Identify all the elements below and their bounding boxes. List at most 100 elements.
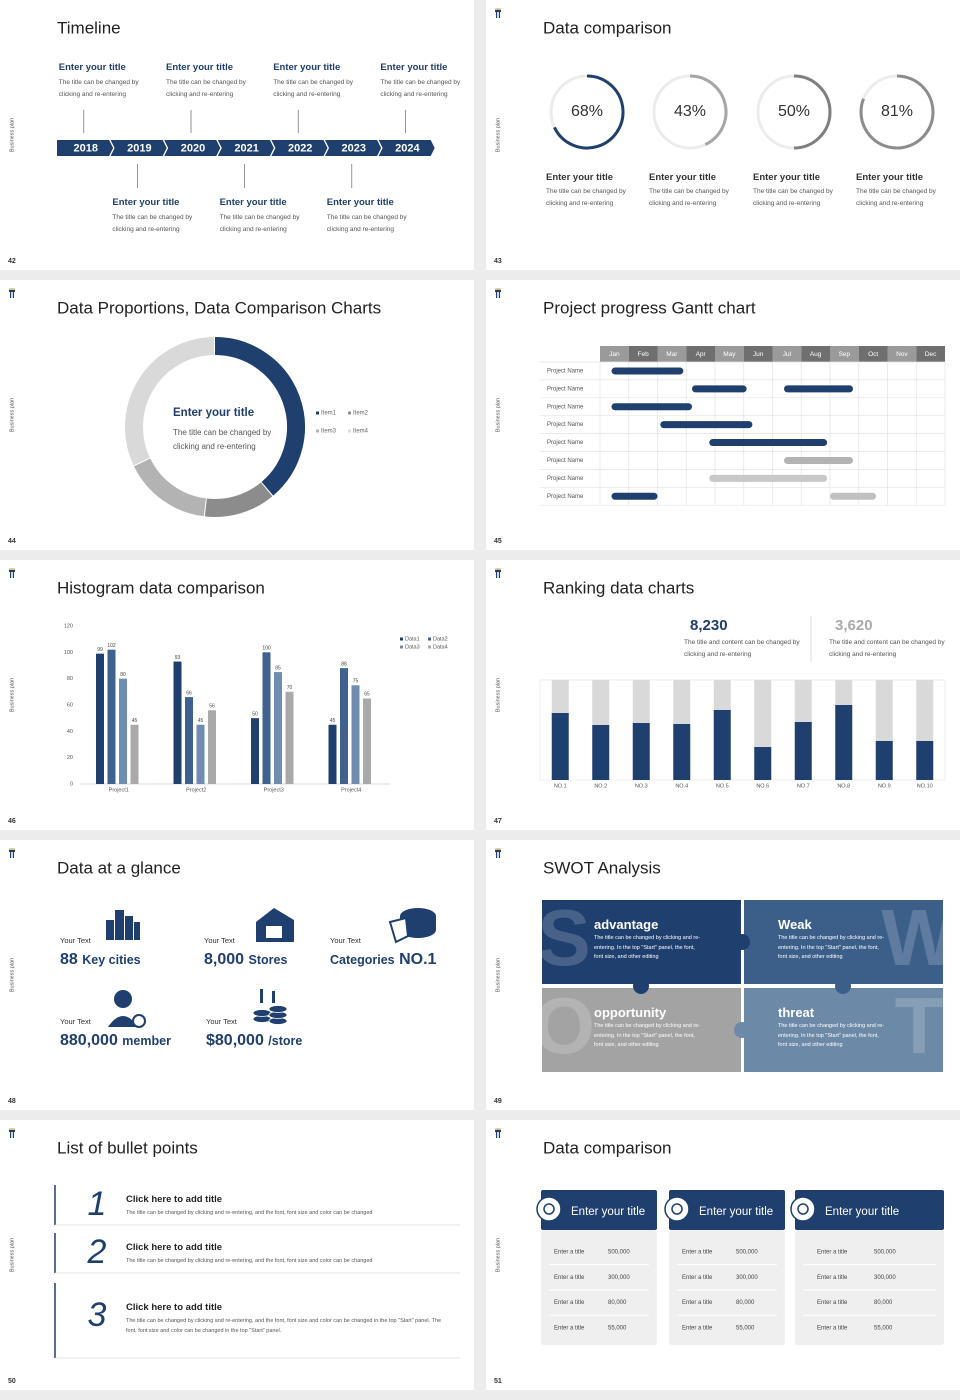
- icon-part: [115, 910, 124, 940]
- logo: [9, 848, 15, 850]
- card-header: [669, 1190, 785, 1230]
- slide-title: SWOT Analysis: [543, 858, 661, 877]
- timeline-segment: [57, 140, 114, 156]
- slide-title: Ranking data charts: [543, 578, 694, 597]
- icon: [388, 908, 436, 944]
- ring-arc: [689, 74, 728, 146]
- icon-part: [108, 1016, 138, 1027]
- event-text: The title can be changed by clicking and…: [273, 79, 354, 98]
- month-label: Jul: [783, 351, 792, 358]
- x-tick-label: NO.3: [635, 783, 648, 789]
- year-label: 2019: [127, 142, 151, 154]
- icon: [108, 990, 146, 1028]
- legend-swatch: [428, 645, 431, 649]
- quadrant-title: threat: [778, 1005, 815, 1020]
- x-tick-label: Project1: [109, 787, 129, 793]
- value-label: 85: [275, 665, 281, 671]
- bar-segment: [875, 741, 893, 780]
- y-tick-label: 0: [70, 781, 73, 787]
- stat-value: 3,620: [835, 617, 873, 634]
- x-tick-label: NO.5: [716, 783, 729, 789]
- year-label: 2022: [288, 142, 312, 154]
- logo: [496, 572, 498, 578]
- stat-text: The title and content can be changed by …: [829, 639, 945, 658]
- bar-segment: [916, 680, 934, 741]
- side-label: Business plan: [9, 678, 15, 712]
- bar: [196, 724, 205, 784]
- item-value: 8,000: [204, 951, 245, 968]
- logo: [12, 572, 14, 578]
- value-label: 75: [353, 679, 359, 685]
- year-label: 2018: [74, 142, 98, 154]
- logo: [10, 852, 12, 858]
- ring-arc: [859, 74, 935, 150]
- legend-label: Item4: [353, 429, 369, 435]
- logo: [496, 292, 498, 298]
- logo: [9, 1128, 15, 1130]
- value-label: 100: [262, 646, 271, 652]
- center-title: Enter your title: [173, 407, 255, 419]
- slide-canvas: Business plan 50 List of bullet points 1 2 3: [8, 1128, 460, 1385]
- row-value: 55,000: [736, 1325, 755, 1331]
- month-header: [916, 346, 945, 362]
- slide-canvas: Business plan 45 Project progress Gantt ch…: [494, 288, 946, 545]
- event-text: The title can be changed by clicking and…: [219, 214, 300, 233]
- quadrant: [542, 900, 741, 984]
- gantt-bar: [830, 492, 876, 500]
- legend-swatch: [316, 411, 319, 415]
- y-tick-label: 80: [67, 676, 73, 682]
- bar: [130, 724, 139, 784]
- logo: [495, 850, 501, 852]
- logo: [10, 1132, 12, 1138]
- page-number: 46: [8, 818, 16, 825]
- logo: [495, 8, 501, 10]
- slide: Business plan 50 List of bullet points 1 2 3 C…: [0, 1120, 474, 1390]
- logo: [495, 10, 501, 12]
- item-value: NO.1: [399, 951, 437, 968]
- logo: [496, 1132, 498, 1138]
- bar-segment: [794, 680, 812, 722]
- ring-label: 81%: [881, 103, 913, 120]
- bar-segment: [713, 710, 731, 780]
- slide: Business plan 51 Data comparison Enter your…: [486, 1120, 960, 1390]
- event-text: The title can be changed by clicking and…: [166, 79, 246, 98]
- timeline-segment: [217, 140, 274, 156]
- event-title: Enter your title: [58, 62, 126, 73]
- bar-segment: [673, 724, 691, 780]
- row-label: Project Name: [547, 440, 584, 446]
- month-header: [887, 346, 917, 362]
- month-header: [858, 346, 888, 362]
- x-tick-label: Project3: [264, 787, 284, 793]
- donut-segment: [204, 482, 273, 517]
- quadrant: [744, 988, 943, 1072]
- legend-swatch: [316, 429, 319, 433]
- slide: Business plan 45 Project progress Gantt ch…: [486, 280, 960, 550]
- bar: [340, 668, 348, 784]
- logo: [495, 288, 501, 290]
- icon-part: [132, 1014, 146, 1028]
- slide-title: Data at a glance: [57, 858, 181, 877]
- timeline-segment: [271, 140, 328, 156]
- quadrant-text: The title can be changed by clicking and…: [778, 1023, 885, 1048]
- slide: Business plan 44 Data Proportions, Data Co…: [0, 280, 474, 550]
- icon-part: [260, 989, 263, 1003]
- row-label: Project Name: [547, 386, 584, 392]
- plot-frame: [539, 679, 946, 781]
- y-tick-label: 40: [67, 729, 73, 735]
- timeline-segment: [110, 140, 167, 156]
- value-label: 45: [330, 718, 336, 724]
- item-caption: Your Text: [60, 936, 91, 945]
- logo: [495, 1128, 501, 1130]
- bar: [363, 698, 371, 784]
- icon-part: [106, 920, 114, 940]
- row-value: 300,000: [736, 1275, 758, 1281]
- item-unit: Categories: [330, 953, 395, 967]
- legend-swatch: [400, 637, 403, 641]
- page-number: 51: [494, 1378, 502, 1385]
- value-label: 56: [209, 704, 215, 710]
- slide-title: Timeline: [57, 18, 121, 37]
- slide-canvas: Business plan 47 Ranking data charts NO.1 NO…: [494, 568, 946, 825]
- row-value: 55,000: [874, 1325, 893, 1331]
- bullet-text: The title can be changed by clicking and…: [126, 1258, 373, 1264]
- month-header: [801, 346, 830, 362]
